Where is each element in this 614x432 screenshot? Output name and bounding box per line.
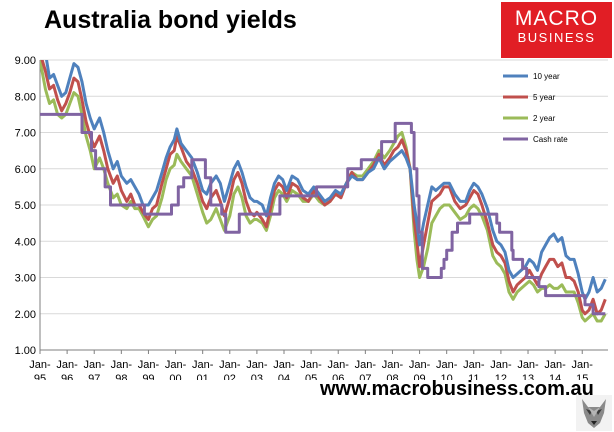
legend-label-cash-rate: Cash rate bbox=[533, 135, 568, 144]
chart-title: Australia bond yields bbox=[44, 6, 297, 34]
bond-yields-chart: 1.00 2.00 3.00 4.00 5.00 6.00 7.00 8.00 9.00 Jan… bbox=[15, 55, 608, 380]
y-tick-label: 4.00 bbox=[15, 236, 36, 248]
x-tick-label: Jan- bbox=[517, 359, 539, 371]
x-tick-label: Jan- bbox=[56, 359, 78, 371]
x-tick-label: Jan- bbox=[165, 359, 187, 371]
x-tick-label: 95 bbox=[34, 373, 46, 380]
legend-label-2-year: 2 year bbox=[533, 114, 556, 123]
series-line-cash-rate bbox=[40, 112, 606, 316]
macrobusiness-logo: MACRO BUSINESS bbox=[501, 2, 612, 58]
x-tick-label: Jan- bbox=[463, 359, 485, 371]
x-tick-label: Jan- bbox=[138, 359, 160, 371]
x-tick-label: Jan- bbox=[300, 359, 322, 371]
x-tick-label: 00 bbox=[169, 373, 181, 380]
series-line-5-year bbox=[40, 60, 607, 316]
x-tick-label: Jan- bbox=[246, 359, 268, 371]
x-tick-label: Jan- bbox=[328, 359, 350, 371]
x-tick-label: 99 bbox=[142, 373, 154, 380]
x-tick-label: 10 bbox=[441, 373, 453, 380]
x-tick-label: Jan- bbox=[436, 359, 458, 371]
x-tick-label: Jan- bbox=[29, 359, 51, 371]
x-tick-label: Jan- bbox=[84, 359, 106, 371]
x-tick-label: Jan- bbox=[273, 359, 295, 371]
x-tick-label: Jan- bbox=[544, 359, 566, 371]
legend-label-5-year: 5 year bbox=[533, 93, 556, 102]
y-tick-label: 7.00 bbox=[15, 128, 36, 140]
x-tick-label: 96 bbox=[61, 373, 73, 380]
y-tick-label: 8.00 bbox=[15, 91, 36, 103]
x-tick-label: Jan- bbox=[409, 359, 431, 371]
logo-line-2: BUSINESS bbox=[517, 30, 596, 45]
wolf-icon bbox=[576, 395, 612, 431]
x-tick-label: 98 bbox=[115, 373, 127, 380]
x-tick-label: 03 bbox=[251, 373, 263, 380]
x-axis: Jan- 95 Jan- 96 Jan- 97 Jan- 98 Jan- 99 Jan- 00 Jan-… bbox=[29, 350, 593, 380]
x-tick-label: 06 bbox=[332, 373, 344, 380]
x-tick-label: 12 bbox=[495, 373, 507, 380]
x-tick-label: Jan- bbox=[382, 359, 404, 371]
x-tick-label: Jan- bbox=[192, 359, 214, 371]
footer-url: www.macrobusiness.com.au bbox=[320, 378, 594, 400]
y-axis: 1.00 2.00 3.00 4.00 5.00 6.00 7.00 8.00 9.00 bbox=[15, 55, 41, 357]
x-tick-label: 15 bbox=[576, 373, 588, 380]
x-tick-label: 07 bbox=[359, 373, 371, 380]
legend-label-10-year: 10 year bbox=[533, 72, 560, 81]
x-tick-label: 01 bbox=[197, 373, 209, 380]
x-tick-label: 04 bbox=[278, 373, 290, 380]
x-tick-label: 02 bbox=[224, 373, 236, 380]
series-line-10-year bbox=[45, 60, 607, 301]
x-tick-label: Jan- bbox=[355, 359, 377, 371]
x-tick-label: Jan- bbox=[111, 359, 133, 371]
y-tick-label: 3.00 bbox=[15, 273, 36, 285]
x-tick-label: 09 bbox=[413, 373, 425, 380]
legend: 10 year 5 year 2 year Cash rate bbox=[503, 72, 568, 144]
x-tick-label: 97 bbox=[88, 373, 100, 380]
x-tick-label: 14 bbox=[549, 373, 561, 380]
x-tick-label: Jan- bbox=[490, 359, 512, 371]
x-tick-label: 13 bbox=[522, 373, 534, 380]
logo-line-1: MACRO bbox=[514, 7, 599, 30]
y-tick-label: 2.00 bbox=[15, 309, 36, 321]
y-tick-label: 6.00 bbox=[15, 164, 36, 176]
y-tick-label: 1.00 bbox=[15, 345, 36, 357]
x-tick-label: 05 bbox=[305, 373, 317, 380]
x-tick-label: 11 bbox=[468, 373, 479, 380]
y-tick-label: 5.00 bbox=[15, 200, 36, 212]
x-tick-label: 08 bbox=[386, 373, 398, 380]
x-tick-label: Jan- bbox=[572, 359, 594, 371]
y-tick-label: 9.00 bbox=[15, 55, 36, 67]
x-tick-label: Jan- bbox=[219, 359, 241, 371]
series-lines bbox=[40, 60, 607, 323]
